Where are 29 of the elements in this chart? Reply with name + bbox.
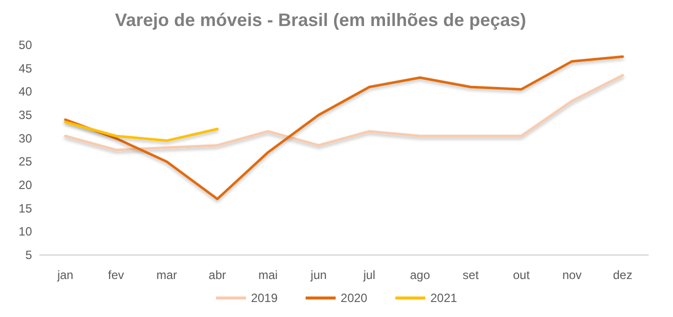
y-tick-label: 45 [18, 61, 32, 76]
x-tick-label: jul [362, 268, 376, 282]
y-tick-label: 50 [18, 38, 32, 52]
x-tick-label: ago [410, 268, 430, 282]
legend-label: 2020 [340, 291, 368, 305]
legend-label: 2021 [430, 291, 458, 305]
x-tick-label: fev [108, 268, 124, 282]
x-tick-label: mar [156, 268, 178, 282]
x-tick-label: abr [208, 268, 226, 282]
line-series [64, 74, 624, 152]
y-tick-label: 20 [18, 178, 32, 192]
y-tick-label: 40 [18, 84, 32, 99]
y-tick-label: 25 [18, 154, 32, 169]
x-tick-label: jan [56, 268, 74, 282]
y-tick-label: 10 [18, 224, 32, 239]
y-tick-label: 15 [18, 201, 32, 216]
y-tick-label: 35 [18, 108, 32, 122]
legend-label: 2019 [250, 291, 278, 305]
x-tick-label: dez [612, 268, 632, 282]
y-tick-label: 30 [18, 131, 32, 146]
x-tick-label: nov [562, 268, 582, 282]
chart-title: Varejo de móveis - Brasil (em milhões de peças) [115, 10, 526, 30]
line-series [64, 55, 624, 200]
x-tick-label: mai [258, 268, 278, 282]
y-tick-label: 5 [25, 248, 32, 262]
line-series [64, 120, 219, 142]
x-tick-label: set [462, 268, 480, 282]
x-tick-label: jun [310, 268, 327, 282]
x-tick-label: out [512, 268, 530, 282]
